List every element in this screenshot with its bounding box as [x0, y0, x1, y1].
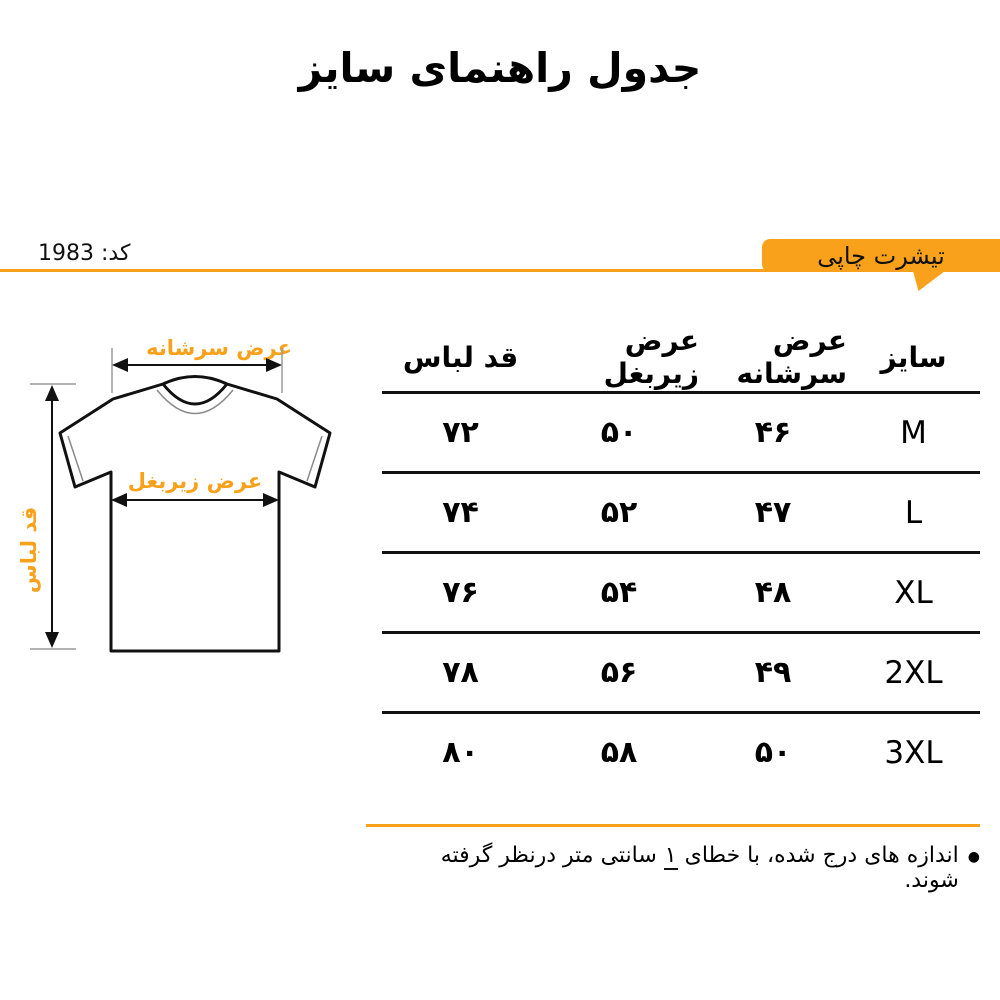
- armpit-value: ۵۲: [600, 495, 638, 530]
- length-value: ۸۰: [442, 735, 479, 770]
- shoulder-width-measure: عرض سرشانه: [111, 336, 292, 393]
- length-value: ۷۸: [442, 655, 479, 690]
- product-label-badge: تیشرت چاپی: [762, 239, 1000, 272]
- size-value: L: [904, 494, 923, 531]
- header-shoulder-width: عرض سرشانه: [736, 324, 848, 390]
- armpit-width-measure: عرض زیربغل: [111, 469, 279, 507]
- banner-divider-line: [0, 269, 1000, 272]
- header-armpit-width: عرض زیربغل: [603, 324, 699, 390]
- note-tolerance-value: ۱: [663, 843, 678, 870]
- armpit-value: ۵۸: [600, 735, 638, 770]
- table-row: XL ۴۸ ۵۴ ۷۶: [382, 551, 980, 631]
- banner-badge-tail: [913, 271, 945, 291]
- shoulder-value: ۵۰: [754, 735, 792, 770]
- size-table-header-row: سایز عرض سرشانه عرض زیربغل قد لباس: [382, 323, 980, 391]
- product-code: کد: 1983: [38, 241, 131, 266]
- shoulder-value: ۴۶: [754, 415, 792, 450]
- table-row: M ۴۶ ۵۰ ۷۲: [382, 391, 980, 471]
- note-text-after: سانتی متر درنظر گرفته شوند.: [440, 843, 959, 893]
- armpit-value: ۵۰: [600, 415, 638, 450]
- length-value: ۷۴: [442, 495, 479, 530]
- garment-length-label: قد لباس: [17, 507, 41, 594]
- header-size: سایز: [880, 340, 947, 374]
- shoulder-width-label: عرض سرشانه: [146, 336, 292, 360]
- size-value: XL: [894, 574, 933, 611]
- page-title: جدول راهنمای سایز: [298, 44, 702, 92]
- note-text: اندازه های درج شده، با خطای ۱ سانتی متر …: [382, 843, 959, 893]
- table-row: 2XL ۴۹ ۵۶ ۷۸: [382, 631, 980, 711]
- length-value: ۷۲: [442, 415, 479, 450]
- bullet-icon: ●: [967, 849, 980, 865]
- tshirt-outline-icon: [58, 375, 332, 653]
- length-value: ۷۶: [442, 575, 479, 610]
- table-row: 3XL ۵۰ ۵۸ ۸۰: [382, 711, 980, 791]
- shoulder-value: ۴۷: [754, 495, 792, 530]
- shoulder-value: ۴۸: [754, 575, 792, 610]
- header-garment-length: قد لباس: [402, 340, 519, 374]
- table-row: L ۴۷ ۵۲ ۷۴: [382, 471, 980, 551]
- garment-length-measure: قد لباس: [17, 383, 76, 650]
- size-value: M: [900, 414, 927, 451]
- size-value: 2XL: [884, 654, 943, 691]
- tolerance-note: ● اندازه های درج شده، با خطای ۱ سانتی مت…: [382, 843, 980, 893]
- shoulder-value: ۴۹: [754, 655, 792, 690]
- armpit-value: ۵۶: [600, 655, 638, 690]
- tshirt-measurement-diagram: عرض سرشانه عرض زیربغل قد لباس: [17, 336, 332, 653]
- note-text-before: اندازه های درج شده، با خطای: [677, 843, 959, 868]
- note-divider-line: [366, 824, 980, 827]
- size-table: سایز عرض سرشانه عرض زیربغل قد لباس M ۴۶ …: [382, 323, 980, 791]
- product-label: تیشرت چاپی: [817, 241, 945, 270]
- size-value: 3XL: [884, 734, 943, 771]
- armpit-width-label: عرض زیربغل: [128, 469, 263, 493]
- armpit-value: ۵۴: [600, 575, 638, 610]
